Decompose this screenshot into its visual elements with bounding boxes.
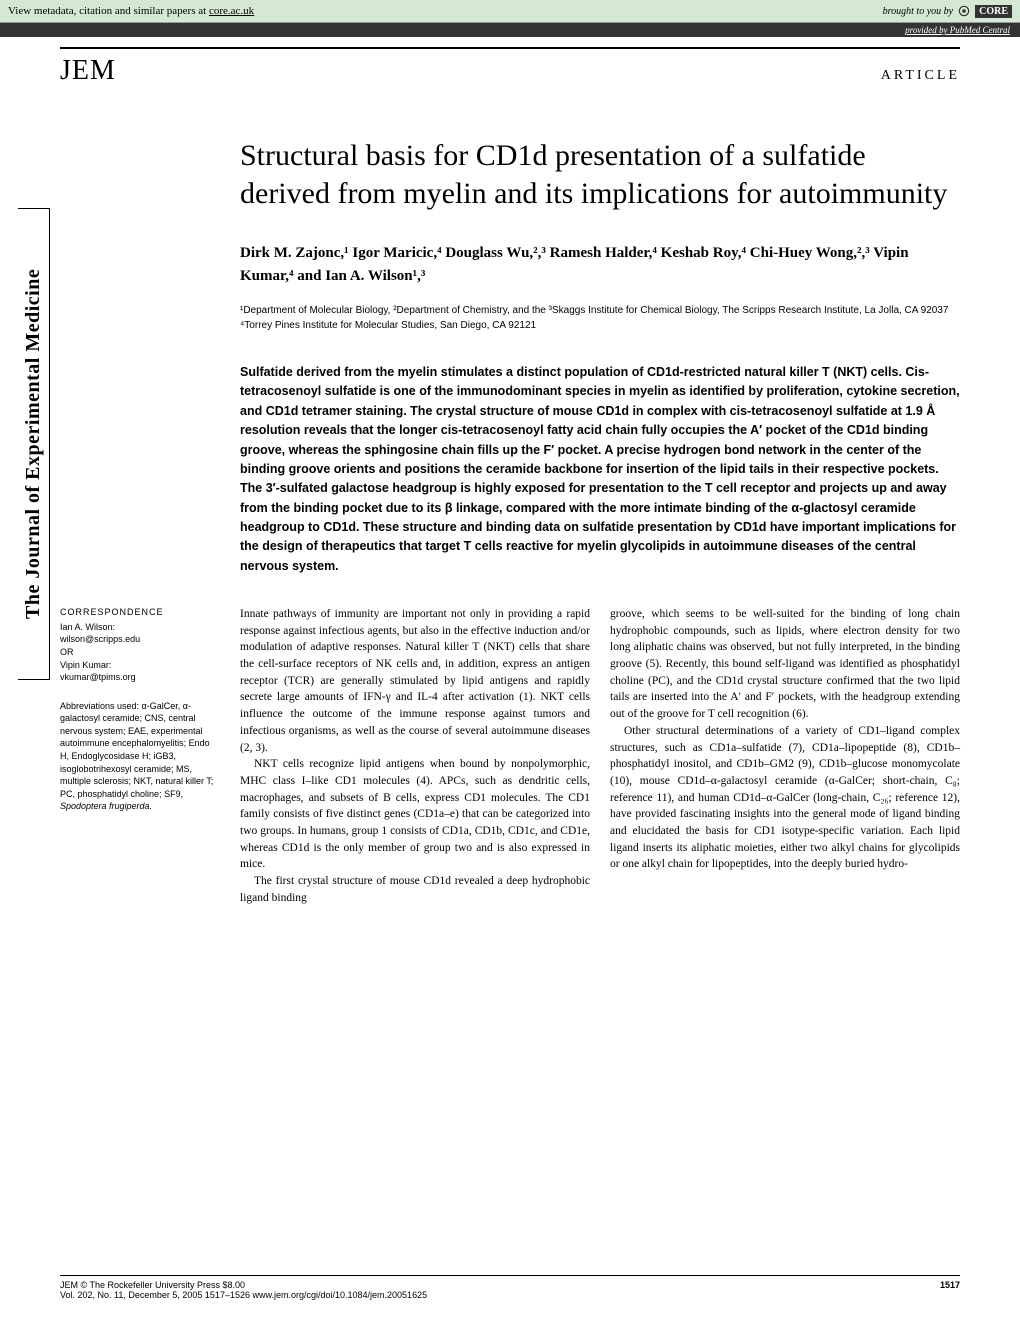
metadata-text: View metadata, citation and similar pape… xyxy=(8,5,254,17)
abbreviations-italic: Spodoptera frugiperda. xyxy=(60,801,152,811)
page-number: 1517 xyxy=(940,1280,960,1300)
core-badge: CORE xyxy=(975,5,1012,18)
correspondence-heading: CORRESPONDENCE xyxy=(60,606,220,619)
header-row: JEM ARTICLE xyxy=(60,47,960,87)
metadata-prefix: View metadata, citation and similar pape… xyxy=(8,5,209,17)
affiliations: ¹Department of Molecular Biology, ²Depar… xyxy=(240,303,960,333)
correspondence-name-2: Vipin Kumar: xyxy=(60,659,220,672)
correspondence-name-1: Ian A. Wilson: xyxy=(60,621,220,634)
metadata-link[interactable]: core.ac.uk xyxy=(209,5,254,17)
core-branding: brought to you by CORE xyxy=(883,4,1012,18)
article-title: Structural basis for CD1d presentation o… xyxy=(240,137,960,212)
correspondence-email-2: vkumar@tpims.org xyxy=(60,671,220,684)
affiliation-line-1: ¹Department of Molecular Biology, ²Depar… xyxy=(240,303,960,318)
journal-logo: JEM xyxy=(60,55,116,87)
journal-vertical-label: The Journal of Experimental Medicine xyxy=(18,208,50,680)
col2-p2: Other structural determinations of a var… xyxy=(610,723,960,873)
col2-p1: groove, which seems to be well-suited fo… xyxy=(610,606,960,723)
core-icon xyxy=(957,4,971,18)
abbreviations-section: Abbreviations used: α-GalCer, α-galactos… xyxy=(60,700,220,813)
main-content: Structural basis for CD1d presentation o… xyxy=(240,137,960,576)
sidebar: CORRESPONDENCE Ian A. Wilson: wilson@scr… xyxy=(60,606,220,906)
footer-left: JEM © The Rockefeller University Press $… xyxy=(60,1280,427,1300)
affiliation-line-2: ⁴Torrey Pines Institute for Molecular St… xyxy=(240,318,960,333)
provided-source: PubMed Central xyxy=(950,25,1010,35)
authors: Dirk M. Zajonc,¹ Igor Maricic,⁴ Douglass… xyxy=(240,242,960,287)
brought-by-text: brought to you by xyxy=(883,6,953,17)
footer: JEM © The Rockefeller University Press $… xyxy=(60,1275,960,1300)
provided-prefix: provided by xyxy=(905,25,950,35)
article-label: ARTICLE xyxy=(881,68,960,84)
col1-p2: NKT cells recognize lipid antigens when … xyxy=(240,756,590,873)
provided-bar: provided by PubMed Central xyxy=(0,23,1020,37)
column-2: groove, which seems to be well-suited fo… xyxy=(610,606,960,906)
page-content: JEM ARTICLE Structural basis for CD1d pr… xyxy=(0,37,1020,926)
abbreviations-text: Abbreviations used: α-GalCer, α-galactos… xyxy=(60,701,213,799)
col1-p1: Innate pathways of immunity are importan… xyxy=(240,606,590,756)
body-wrapper: CORRESPONDENCE Ian A. Wilson: wilson@scr… xyxy=(60,606,960,906)
correspondence-section: CORRESPONDENCE Ian A. Wilson: wilson@scr… xyxy=(60,606,220,684)
body-columns: Innate pathways of immunity are importan… xyxy=(240,606,960,906)
column-1: Innate pathways of immunity are importan… xyxy=(240,606,590,906)
correspondence-or: OR xyxy=(60,646,220,659)
abstract: Sulfatide derived from the myelin stimul… xyxy=(240,363,960,576)
correspondence-email-1: wilson@scripps.edu xyxy=(60,633,220,646)
col1-p3: The first crystal structure of mouse CD1… xyxy=(240,873,590,906)
metadata-bar: View metadata, citation and similar pape… xyxy=(0,0,1020,23)
